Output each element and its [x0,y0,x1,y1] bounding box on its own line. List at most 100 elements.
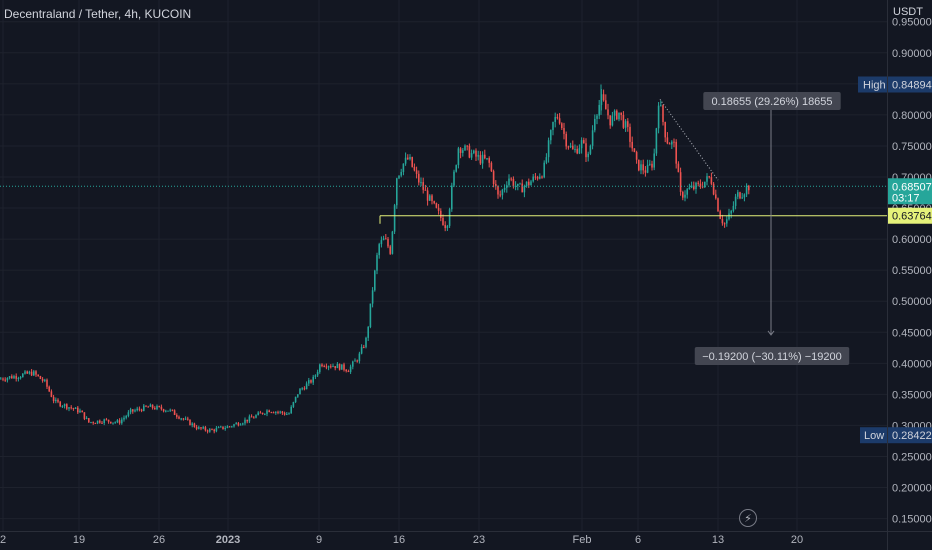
axis-unit-label[interactable]: USDT [893,6,923,18]
candle-body [24,371,26,374]
candle-body [519,183,521,185]
candle-body [534,176,537,178]
candle-body [63,404,66,407]
candle-body [215,428,218,432]
candle-body [433,201,435,204]
candle-body [706,176,708,182]
candle-body [598,104,600,116]
candle-body [266,410,268,414]
candle-body [96,420,99,424]
candle-body [358,353,361,362]
candle-body [690,185,693,188]
candle-body [222,426,224,430]
candle-body [446,225,449,229]
candle-body [528,181,530,186]
candle-body [17,378,20,380]
x-tick-label: 23 [473,534,485,546]
y-tick-label: 0.75000 [892,141,932,153]
y-tick-label: 0.60000 [892,234,932,246]
candle-body [90,422,92,424]
candle-body [231,426,233,428]
candle-body [61,406,64,408]
candle-body [327,366,330,368]
candle-body [371,290,374,304]
candle-body [717,198,719,212]
lightning-icon[interactable]: ⚡ [739,509,757,527]
candle-body [631,141,633,149]
candle-body [697,182,699,184]
y-tick-label: 0.50000 [892,296,932,308]
candle-body [246,419,248,422]
candle-body [490,162,493,172]
candle-body [257,412,259,416]
symbol-title[interactable]: Decentraland / Tether, 4h, KUCOIN [4,7,192,21]
x-tick-label: 2 [0,534,6,546]
candle-body [693,185,695,190]
candle-body [224,428,226,430]
candle-body [105,419,108,421]
candle-body [171,409,174,411]
low-label: Low [864,430,884,442]
candle-body [569,145,572,148]
candle-body [743,194,746,198]
candle-body [668,143,671,145]
candle-body [404,157,407,164]
candle-body [250,416,253,418]
candle-body [272,412,275,414]
candle-body [44,379,46,381]
candle-body [345,369,347,372]
candle-body [112,422,114,424]
high-price-tag-bg [888,76,932,93]
candle-body [253,417,255,419]
candle-body [217,427,220,429]
candle-body [297,394,299,397]
x-tick-label: Feb [573,534,592,546]
candle-body [611,115,614,126]
measure-up-label-box [703,92,841,110]
candle-body [464,145,466,151]
candle-body [563,128,565,134]
candle-body [426,190,429,201]
candle-body [268,410,270,413]
candle-body [81,410,83,413]
candle-body [486,158,488,160]
candle-body [448,209,451,226]
candle-body [558,118,561,124]
candle-body [378,244,380,256]
candle-body [19,377,22,379]
candle-body [259,412,262,414]
candle-body [492,171,495,184]
candle-body [624,121,627,128]
candle-body [110,421,112,424]
candle-body [704,181,706,188]
measure-down-label-box [694,347,850,365]
candle-body [741,197,743,199]
candle-body [365,337,367,348]
candle-body [605,100,607,110]
candle-body [55,399,57,402]
candle-body [620,112,622,116]
candle-body [292,402,295,407]
candle-body [147,406,149,408]
candle-body [22,373,24,378]
candle-body [530,181,532,186]
candle-body [132,409,134,412]
candle-body [169,409,171,411]
candle-body [517,183,519,187]
candle-body [503,187,506,190]
candle-body [488,158,490,163]
candle-body [415,170,418,174]
candle-body [550,130,552,141]
candle-body [290,406,292,414]
candle-body [239,424,242,426]
y-tick-label: 0.25000 [892,451,932,463]
candle-body [195,426,198,429]
candle-body [369,303,372,328]
candle-body [46,379,48,387]
candle-body [580,140,583,149]
candle-body [638,159,640,171]
candle-body [470,153,473,158]
candle-body [136,408,138,411]
candle-body [589,145,592,154]
